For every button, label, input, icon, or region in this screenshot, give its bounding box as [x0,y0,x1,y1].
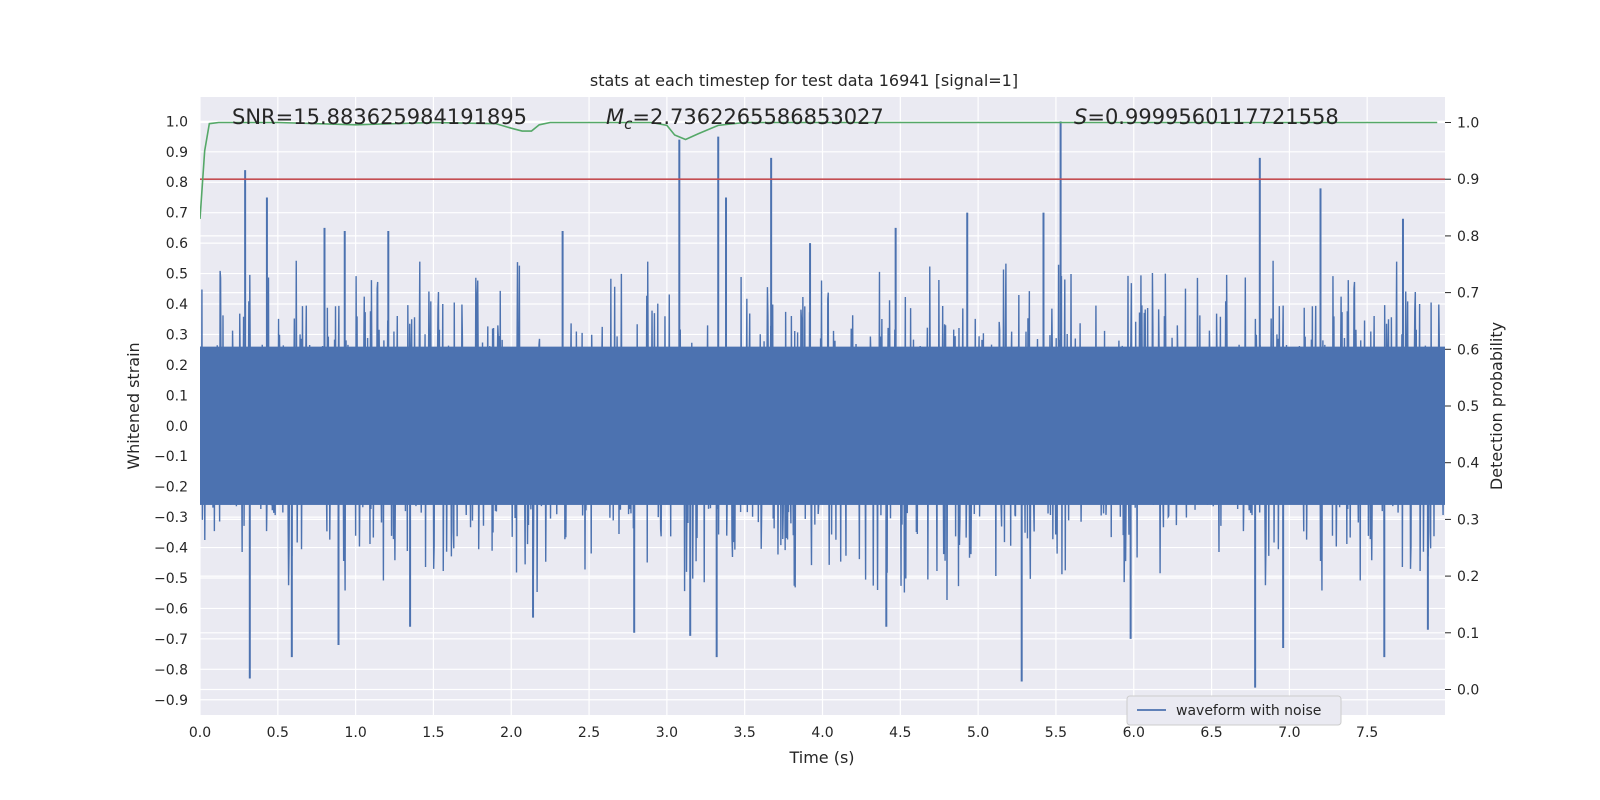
x-tick-label: 1.0 [344,725,366,741]
chirp-mass-subscript: c [624,115,633,133]
y2-tick-label: 0.5 [1457,399,1479,415]
y2-tick-label: 0.6 [1457,342,1479,358]
score-annotation: S=0.9999560117721558 [1074,105,1339,129]
y2-tick-label: 0.0 [1457,682,1479,698]
series-waveform-with-noise [200,121,1445,688]
y-tick-label: 0.5 [166,267,188,283]
x-tick-label: 6.5 [1200,725,1222,741]
legend-label-waveform: waveform with noise [1176,703,1321,719]
legend: waveform with noise [1126,695,1342,726]
series-detection-probability [200,121,1445,219]
y-tick-label: 0.0 [166,419,188,435]
y-tick-label: 0.4 [166,297,188,313]
x-tick-label: 3.5 [734,725,756,741]
x-tick-label: 5.0 [967,725,989,741]
x-tick-label: 7.0 [1278,725,1300,741]
y-tick-label: 1.0 [166,114,188,130]
plot-clip-group [200,121,1445,688]
y-tick-label: 0.1 [166,388,188,404]
x-tick-label: 2.0 [500,725,522,741]
y2-tick-label: 0.4 [1457,456,1479,472]
legend-box [1126,695,1342,726]
chirp-mass-value: =2.7362265586853027 [632,105,883,129]
x-tick-label: 4.5 [889,725,911,741]
x-tick-label: 1.5 [422,725,444,741]
y-axis-label: Whitened strain [124,342,143,469]
x-axis-ticks: 0.0 0.5 1.0 1.5 2.0 2.5 3.0 3.5 4.0 4.5 5.0 5.5 6.0 6… [189,725,1378,741]
chirp-mass-symbol: M [606,105,624,129]
y-tick-label: −0.8 [154,662,188,678]
y2-tick-label: 0.1 [1457,626,1479,642]
x-tick-label: 5.5 [1045,725,1067,741]
y2-tick-label: 0.8 [1457,229,1479,245]
score-value: =0.9999560117721558 [1087,105,1338,129]
x-tick-label: 0.0 [189,725,211,741]
y-tick-label: 0.3 [166,327,188,343]
x-tick-label: 7.5 [1356,725,1378,741]
y2-tick-label: 0.7 [1457,286,1479,302]
y-tick-label: 0.9 [166,145,188,161]
x-tick-label: 2.5 [578,725,600,741]
x-tick-label: 4.0 [811,725,833,741]
y2-axis-label: Detection probability [1487,322,1506,490]
chart-title: stats at each timestep for test data 169… [590,71,1018,90]
y2-tick-label: 0.2 [1457,569,1479,585]
y-tick-label: 0.8 [166,175,188,191]
y-tick-label: −0.4 [154,541,188,557]
y-tick-label: −0.5 [154,571,188,587]
y2-tick-label: 0.3 [1457,512,1479,528]
y-tick-label: −0.6 [154,601,188,617]
detection-probability-line [200,121,1438,219]
y-axis-ticks: 1.0 0.9 0.8 0.7 0.6 0.5 0.4 0.3 0.2 0.1 0.0 −0.1 −0.… [154,114,188,708]
waveform-dense-band [200,346,1445,505]
y-tick-label: −0.1 [154,449,188,465]
x-tick-label: 0.5 [267,725,289,741]
y-tick-label: 0.2 [166,358,188,374]
y-tick-label: −0.3 [154,510,188,526]
y2-tick-label: 0.9 [1457,172,1479,188]
y-tick-label: 0.6 [166,236,188,252]
y-tick-label: 0.7 [166,206,188,222]
y2-axis-ticks: 1.0 0.9 0.8 0.7 0.6 0.5 0.4 0.3 0.2 0.1 0.0 [1445,116,1479,698]
score-symbol: S [1074,105,1087,129]
x-tick-label: 6.0 [1123,725,1145,741]
y2-tick-label: 1.0 [1457,116,1479,132]
chirp-mass-annotation: Mc=2.7362265586853027 [606,105,884,133]
y-tick-label: −0.9 [154,693,188,709]
x-tick-label: 3.0 [656,725,678,741]
y-tick-label: −0.7 [154,632,188,648]
snr-annotation: SNR=15.883625984191895 [232,105,527,129]
y-tick-label: −0.2 [154,480,188,496]
x-axis-label: Time (s) [788,748,854,767]
